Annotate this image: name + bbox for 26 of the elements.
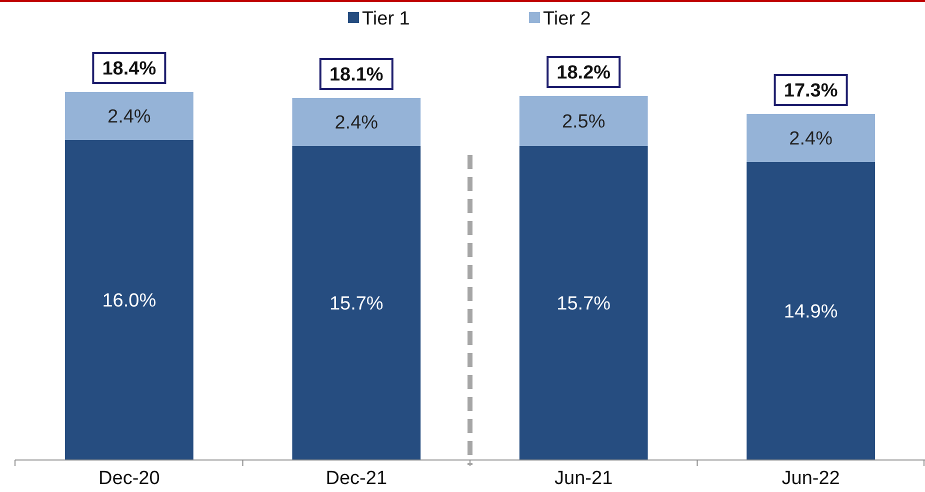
bar bbox=[746, 114, 876, 162]
data-label: 2.5% bbox=[562, 112, 606, 133]
bar bbox=[292, 146, 421, 460]
bar bbox=[64, 140, 194, 460]
legend-label: Tier 2 bbox=[543, 8, 591, 30]
x-tick-label: Jun-21 bbox=[554, 468, 613, 489]
total-label: 17.3% bbox=[784, 80, 838, 102]
data-label: 2.4% bbox=[334, 112, 378, 134]
data-label: 15.7% bbox=[329, 294, 384, 315]
data-label: 16.0% bbox=[102, 290, 156, 312]
bar bbox=[746, 162, 876, 460]
bar bbox=[519, 146, 648, 460]
x-tick-label: Jun-22 bbox=[782, 468, 840, 489]
bar bbox=[292, 98, 421, 146]
legend-label: Tier 1 bbox=[362, 8, 410, 30]
bar bbox=[64, 92, 194, 140]
total-label: 18.1% bbox=[329, 64, 384, 86]
data-label: 2.4% bbox=[789, 128, 833, 150]
data-label: 2.4% bbox=[108, 106, 151, 128]
x-tick-label: Dec-21 bbox=[326, 468, 388, 489]
total-label: 18.4% bbox=[102, 58, 156, 80]
data-label: 14.9% bbox=[784, 302, 838, 323]
data-label: 15.7% bbox=[556, 294, 611, 315]
bar bbox=[519, 96, 648, 146]
total-label: 18.2% bbox=[556, 62, 611, 84]
x-tick-label: Dec-20 bbox=[98, 468, 160, 489]
